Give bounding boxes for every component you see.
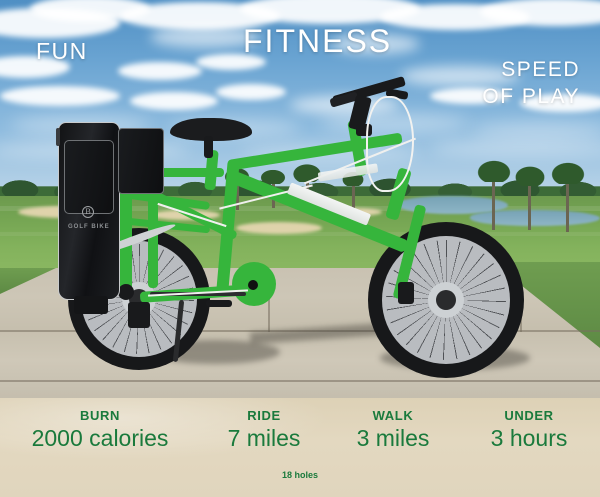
brake-cable-loop [366, 96, 414, 192]
bag-base-mount [74, 296, 108, 314]
stat-value: 3 miles [356, 425, 430, 451]
bag-strap [56, 128, 60, 146]
cloud [470, 122, 600, 138]
cloud [196, 54, 266, 70]
path-seam [0, 380, 600, 382]
bunker [236, 222, 322, 234]
cloud [520, 94, 600, 112]
golf-bike: B GOLF BIKE [56, 75, 524, 378]
path-seam [268, 270, 270, 332]
palm-fronds [512, 164, 548, 186]
cloud [430, 88, 510, 104]
overlay-text-fun: FUN [36, 38, 88, 64]
rear-derailleur [128, 302, 150, 328]
palm-trunk [352, 180, 355, 208]
stat-label: BURN [80, 408, 120, 423]
stat-under: UNDER 3 hours [458, 408, 600, 452]
cloud [150, 26, 260, 48]
cloud [480, 0, 600, 26]
rear-cassette [118, 284, 134, 300]
cloud [330, 34, 420, 54]
cloud [0, 56, 70, 78]
frame-rear-upright [120, 172, 132, 296]
fairway-band [0, 232, 600, 236]
seatpost [204, 136, 213, 158]
stats-row: BURN 2000 calories RIDE 7 miles WALK 3 m… [0, 408, 600, 452]
cloud [118, 62, 202, 80]
palm-trunk [236, 176, 239, 210]
photo: B GOLF BIKE FUN FITNESS SPEED OF PLAY [0, 0, 600, 400]
palm-fronds [474, 158, 514, 182]
cloud [216, 84, 286, 100]
path-seam [0, 330, 600, 332]
overlay-text-fitness: FITNESS [243, 23, 393, 59]
stat-walk: WALK 3 miles [328, 408, 458, 452]
stat-ride: RIDE 7 miles [200, 408, 328, 452]
pedal [206, 300, 232, 307]
front-hub [436, 290, 456, 310]
stat-value: 2000 calories [31, 425, 169, 451]
caption-footnote: 18 holes [281, 470, 319, 480]
stat-label: WALK [372, 408, 414, 423]
stat-label: RIDE [247, 408, 281, 423]
cloud [430, 140, 600, 156]
saddle [170, 118, 252, 141]
stat-value: 3 hours [490, 425, 568, 451]
cloud [400, 66, 520, 86]
cloud [0, 86, 120, 106]
palm-trunk [566, 174, 569, 232]
front-brake-caliper [398, 282, 414, 304]
golf-bag-top-cover [118, 128, 164, 194]
crank-arm [248, 280, 258, 290]
golf-bag-logo-icon: B [82, 206, 94, 218]
overlay-text-speed-of-play: SPEED OF PLAY [482, 58, 580, 108]
golf-bag-wordmark: GOLF BIKE [68, 224, 110, 230]
stat-label: UNDER [504, 408, 554, 423]
palm-trunk [528, 178, 531, 230]
palm-trunk [492, 172, 495, 230]
stat-value: 7 miles [227, 425, 301, 451]
golf-bag-pocket [64, 140, 114, 214]
cloud [130, 92, 218, 110]
caption-bar: BURN 2000 calories RIDE 7 miles WALK 3 m… [0, 398, 600, 497]
frame-rack-top [112, 168, 224, 177]
palm-fronds [548, 160, 588, 184]
stat-burn: BURN 2000 calories [0, 408, 200, 452]
palm-fronds [258, 168, 288, 184]
